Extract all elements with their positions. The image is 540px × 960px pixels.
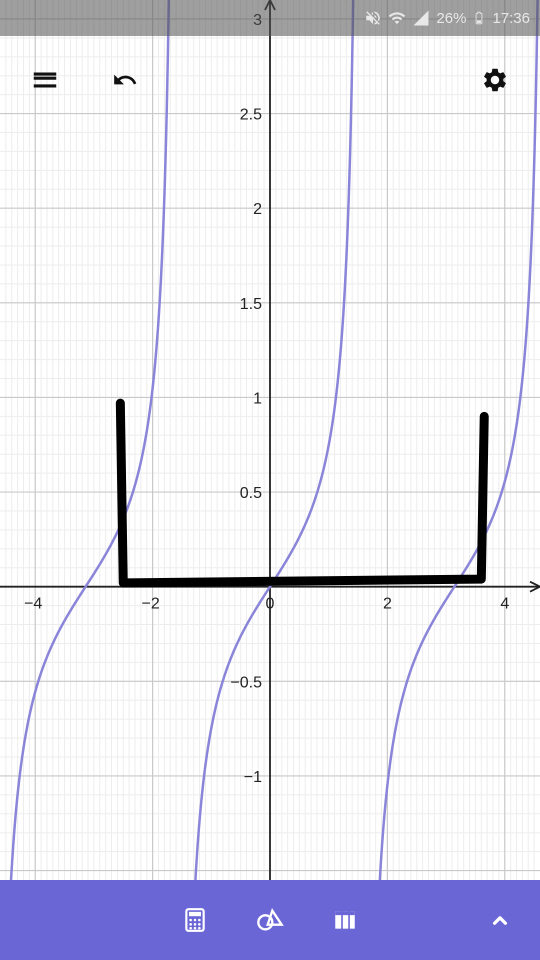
settings-button[interactable] bbox=[475, 60, 515, 100]
hamburger-icon bbox=[30, 65, 60, 95]
svg-text:2.5: 2.5 bbox=[240, 107, 262, 124]
svg-text:2: 2 bbox=[253, 201, 262, 218]
battery-percent: 26% bbox=[436, 10, 466, 27]
bottom-toolbar bbox=[0, 880, 540, 960]
svg-text:1: 1 bbox=[253, 390, 262, 407]
svg-text:−2: −2 bbox=[141, 596, 159, 613]
undo-icon bbox=[110, 67, 140, 93]
top-toolbar bbox=[0, 55, 540, 105]
svg-text:0.5: 0.5 bbox=[240, 485, 262, 502]
undo-button[interactable] bbox=[105, 60, 145, 100]
svg-text:4: 4 bbox=[500, 596, 509, 613]
chevron-up-icon bbox=[487, 907, 513, 933]
shapes-button[interactable] bbox=[255, 905, 285, 935]
shapes-icon bbox=[256, 906, 284, 934]
svg-text:−4: −4 bbox=[24, 596, 42, 613]
svg-text:1.5: 1.5 bbox=[240, 296, 262, 313]
status-bar: 26% 17:36 bbox=[0, 0, 540, 36]
svg-text:0: 0 bbox=[266, 596, 275, 613]
table-icon bbox=[332, 907, 358, 933]
mute-icon bbox=[364, 9, 382, 27]
calculator-icon bbox=[182, 907, 208, 933]
svg-text:2: 2 bbox=[383, 596, 392, 613]
signal-icon bbox=[412, 9, 430, 27]
wifi-icon bbox=[388, 9, 406, 27]
keypad-button[interactable] bbox=[180, 905, 210, 935]
svg-text:−1: −1 bbox=[244, 769, 262, 786]
clock-time: 17:36 bbox=[492, 10, 530, 27]
menu-button[interactable] bbox=[25, 60, 65, 100]
table-button[interactable] bbox=[330, 905, 360, 935]
expand-button[interactable] bbox=[485, 905, 515, 935]
graph-canvas[interactable]: −4−2024−1−0.50.511.522.53 bbox=[0, 0, 540, 880]
graph-svg: −4−2024−1−0.50.511.522.53 bbox=[0, 0, 540, 880]
gear-icon bbox=[481, 66, 509, 94]
svg-text:−0.5: −0.5 bbox=[230, 674, 262, 691]
battery-icon bbox=[472, 8, 486, 28]
